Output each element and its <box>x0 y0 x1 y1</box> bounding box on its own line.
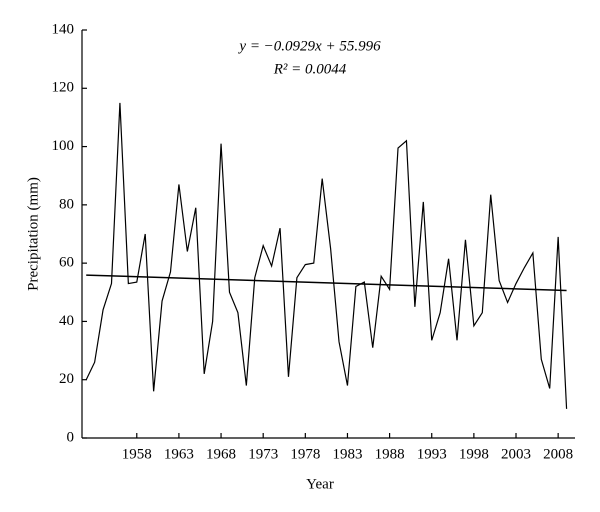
x-tick-label: 1973 <box>248 446 278 462</box>
x-tick-label: 1998 <box>459 446 489 462</box>
x-tick-label: 1988 <box>375 446 405 462</box>
y-tick-label: 60 <box>59 255 74 271</box>
data-line <box>85 102 568 409</box>
x-tick-label: 1958 <box>122 446 152 462</box>
y-tick-label: 80 <box>59 196 74 212</box>
y-tick-label: 0 <box>67 429 75 445</box>
x-tick-label: 2003 <box>501 446 531 462</box>
r-squared: R² = 0.0044 <box>273 61 347 77</box>
y-tick-label: 20 <box>59 371 74 387</box>
y-tick-label: 40 <box>59 313 74 329</box>
x-tick-label: 1993 <box>417 446 447 462</box>
x-axis-label: Year <box>306 476 334 492</box>
equation: y = −0.0929x + 55.996 <box>237 38 381 54</box>
x-tick-label: 1983 <box>332 446 362 462</box>
x-tick-label: 2008 <box>543 446 573 462</box>
x-tick-label: 1963 <box>164 446 194 462</box>
y-tick-label: 140 <box>52 21 75 37</box>
trend-line <box>86 274 567 292</box>
x-tick-label: 1978 <box>290 446 320 462</box>
y-tick-label: 120 <box>52 80 75 96</box>
x-tick-label: 1968 <box>206 446 236 462</box>
y-tick-label: 100 <box>52 138 75 154</box>
y-axis-label: Precipitation (mm) <box>25 177 41 291</box>
